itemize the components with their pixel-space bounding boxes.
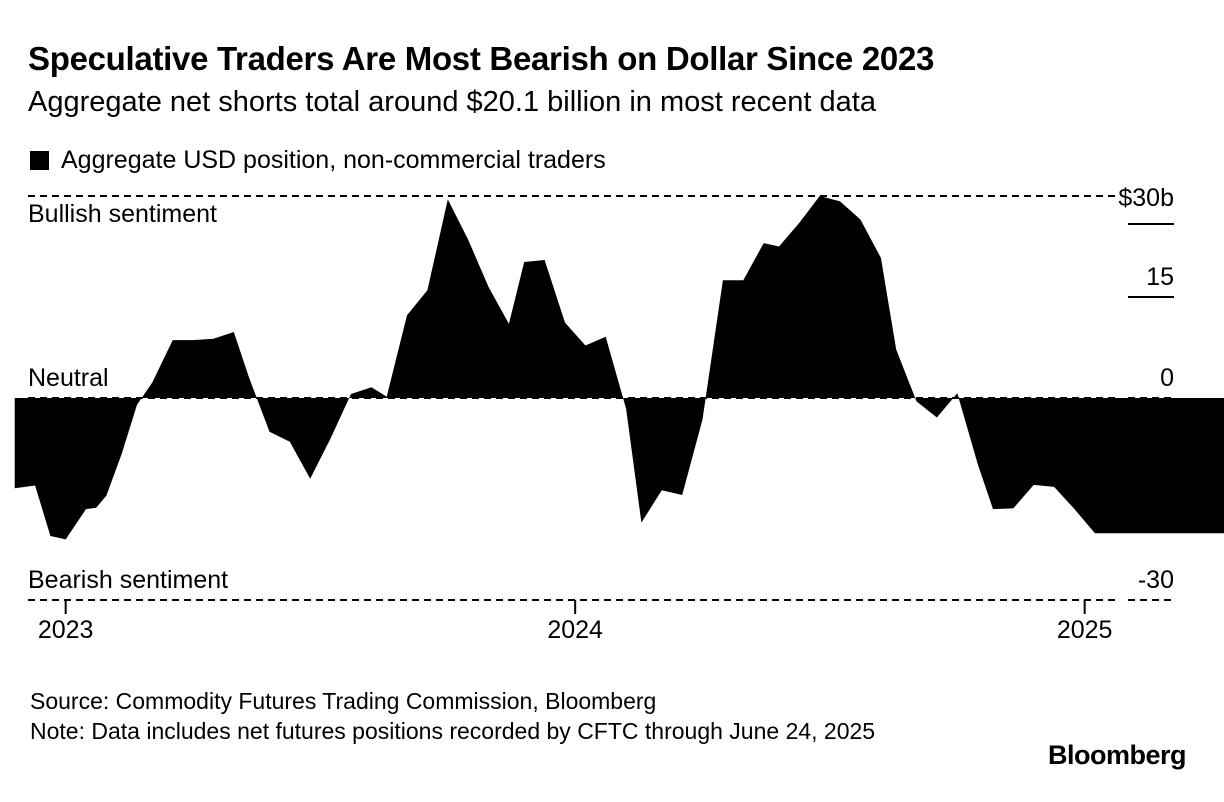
neutral-annotation: Neutral (28, 364, 109, 392)
x-tick-label: 2025 (1057, 616, 1113, 644)
y-tick-label: 0 (1160, 364, 1174, 392)
footer: Source: Commodity Futures Trading Commis… (30, 686, 930, 746)
y-tick-label: $30b (1118, 184, 1174, 212)
data-note: Note: Data includes net futures position… (30, 718, 876, 744)
source-note: Source: Commodity Futures Trading Commis… (30, 688, 657, 714)
chart-subtitle: Aggregate net shorts total around $20.1 … (28, 86, 876, 118)
y-tick-label: 15 (1146, 263, 1174, 291)
bloomberg-logo: Bloomberg (1047, 740, 1187, 770)
bullish-annotation: Bullish sentiment (28, 200, 217, 228)
legend: Aggregate USD position, non-commercial t… (30, 146, 606, 175)
y-tick-label: -30 (1138, 566, 1174, 594)
chart-title: Speculative Traders Are Most Bearish on … (28, 40, 935, 77)
legend-label: Aggregate USD position, non-commercial t… (61, 146, 606, 174)
y-tick-label: -15 (1138, 465, 1174, 493)
x-tick-label: 2023 (38, 616, 94, 644)
bearish-annotation: Bearish sentiment (28, 566, 228, 594)
legend-swatch (30, 151, 49, 170)
series-area (14, 196, 1224, 540)
x-tick-label: 2024 (547, 616, 603, 644)
